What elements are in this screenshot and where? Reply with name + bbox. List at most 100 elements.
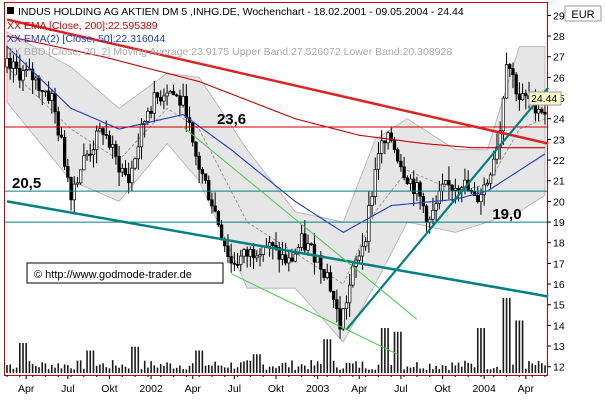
candle-body — [396, 149, 400, 162]
candle-body — [402, 166, 406, 179]
volume-bar — [259, 354, 261, 373]
candle-body — [245, 249, 249, 257]
volume-bar — [159, 363, 162, 373]
candle-body — [267, 242, 272, 247]
volume-bar — [204, 365, 207, 373]
candle-body — [69, 177, 73, 201]
candle-body — [56, 111, 60, 136]
volume-bar — [345, 362, 348, 373]
volume-bar — [304, 365, 306, 373]
volume-bar — [441, 365, 444, 373]
volume-bars — [6, 298, 546, 373]
chart-title: INDUS HOLDING AG AKTIEN DM 5 ,INHG.DE, W… — [18, 6, 464, 18]
copyright-frame — [26, 262, 224, 284]
candle-body — [85, 153, 89, 157]
candle-body — [434, 203, 438, 211]
volume-bar — [44, 363, 47, 373]
candle-body — [165, 92, 169, 97]
volume-bar — [12, 368, 15, 373]
volume-bar — [332, 361, 335, 373]
candle-body — [95, 130, 99, 150]
candle-body — [415, 182, 419, 195]
volume-bar — [243, 361, 245, 373]
y-tick-label: 15 — [553, 300, 565, 312]
candle-body — [162, 95, 166, 102]
volume-bar — [438, 368, 441, 373]
volume-bar — [537, 360, 540, 373]
volume-bar — [262, 364, 264, 373]
candle-body — [476, 195, 480, 203]
candle-body — [117, 155, 121, 173]
y-tick-label: 17 — [553, 258, 565, 270]
volume-bar — [134, 346, 136, 373]
level-label: 23,6 — [217, 111, 246, 128]
volume-bar — [368, 369, 370, 373]
volume-bar — [534, 365, 537, 373]
volume-bar — [297, 366, 300, 373]
candle-body — [62, 136, 67, 167]
volume-bar — [70, 368, 72, 373]
trendline — [230, 273, 398, 355]
volume-bar — [63, 364, 66, 373]
volume-bar — [118, 367, 120, 373]
x-tick-label: 2003 — [306, 383, 330, 395]
volume-bar — [528, 361, 530, 373]
volume-bar — [422, 368, 425, 373]
legend-ema50: XX EMA(2) [Close, 50]:22.316044 — [7, 33, 165, 45]
candle-body — [226, 245, 230, 257]
candle-body — [511, 68, 515, 76]
candle-body — [392, 140, 397, 151]
y-tick-label: 24 — [553, 114, 565, 126]
volume-bar — [153, 365, 156, 373]
volume-bar — [115, 365, 117, 373]
candle-body — [181, 96, 185, 106]
x-tick-label: Apr — [185, 383, 202, 395]
volume-bar — [540, 363, 543, 373]
candle-body — [520, 93, 525, 101]
candle-body — [21, 70, 25, 81]
y-tick-label: 19 — [553, 217, 565, 229]
volume-bar — [147, 367, 149, 373]
candle-body — [235, 263, 240, 266]
volume-bar — [435, 365, 437, 373]
volume-bar — [400, 331, 402, 373]
candle-body — [139, 124, 144, 148]
volume-bar — [92, 350, 95, 373]
level-label: 20,5 — [12, 175, 41, 192]
volume-bar — [278, 366, 281, 373]
volume-bar — [480, 328, 482, 373]
candle-body — [24, 69, 28, 72]
candle-body — [111, 144, 115, 148]
volume-bar — [95, 365, 98, 373]
volume-bar — [300, 364, 303, 373]
volume-bar — [467, 362, 469, 373]
candle-body — [290, 257, 294, 262]
volume-bar — [406, 366, 409, 373]
volume-bar — [156, 367, 159, 373]
volume-bar — [217, 365, 220, 373]
volume-bar — [105, 367, 108, 373]
x-tick-label: 2002 — [139, 383, 163, 395]
candle-body — [194, 141, 198, 157]
candle-body — [88, 153, 92, 156]
y-tick-label: 29 — [553, 10, 565, 22]
volume-bar — [51, 365, 53, 373]
candle-body — [46, 90, 51, 101]
volume-bar — [214, 361, 216, 373]
volume-bar — [544, 365, 546, 373]
volume-bar — [271, 366, 274, 373]
volume-bar — [425, 369, 428, 373]
volume-bar — [384, 328, 386, 373]
x-tick-label: Apr — [518, 383, 535, 395]
candle-body — [50, 93, 54, 101]
candle-body — [536, 108, 541, 114]
volume-bar — [255, 354, 258, 373]
volume-bar — [310, 360, 313, 373]
volume-bar — [121, 364, 124, 373]
candle-body — [331, 290, 336, 301]
volume-bar — [419, 368, 421, 373]
y-tick-label: 14 — [553, 320, 565, 332]
volume-bar — [140, 369, 143, 373]
volume-bar — [518, 320, 521, 373]
volume-bar — [320, 364, 322, 373]
